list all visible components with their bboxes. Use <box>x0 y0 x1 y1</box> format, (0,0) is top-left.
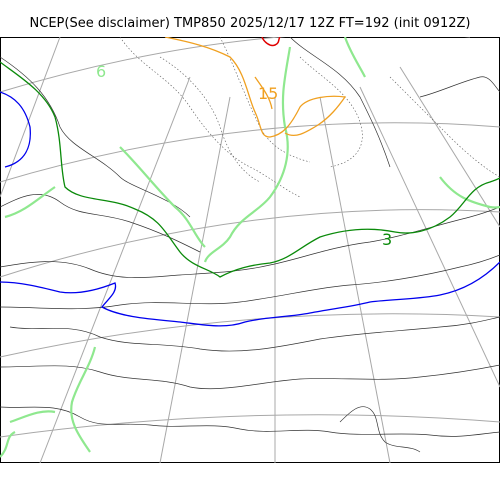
latitude-line <box>0 209 500 278</box>
isotherm-orange <box>254 76 273 110</box>
graticule <box>0 37 500 463</box>
map-border <box>0 37 500 463</box>
map-canvas: 3 15 6 <box>0 37 500 463</box>
contour-label: 15 <box>258 84 278 103</box>
coastline <box>0 406 500 437</box>
isotherm-lightgreen <box>203 46 292 263</box>
isotherm-lightgreen <box>439 176 500 209</box>
isotherm-red <box>261 37 281 47</box>
isotherm-lightgreen <box>70 346 97 453</box>
isotherm-lightgreen <box>343 37 366 78</box>
dotted-contour <box>119 37 301 198</box>
map-frame: 3 15 6 <box>0 37 500 463</box>
dotted-contour <box>299 56 363 168</box>
isotherm-lightgreen <box>9 410 56 424</box>
isotherm-orange <box>164 37 347 138</box>
coastline <box>419 76 500 98</box>
coastline <box>339 406 421 453</box>
longitude-line <box>359 86 500 388</box>
latitude-line <box>0 122 500 183</box>
dotted-contour <box>159 56 261 183</box>
coastline <box>0 206 500 278</box>
isotherm-blue-group <box>0 91 500 327</box>
coastline <box>9 316 500 352</box>
isotherm-lightgreen <box>0 431 16 458</box>
isotherm-blue <box>0 261 500 327</box>
isotherm-orange-group <box>164 37 347 138</box>
contour-label: 6 <box>96 62 106 81</box>
isotherm-lightgreen <box>4 186 56 219</box>
isotherm-blue <box>0 91 31 168</box>
coastline <box>289 37 391 168</box>
longitude-line <box>159 96 231 463</box>
coastline <box>0 56 191 218</box>
map-title: NCEP(See disclaimer) TMP850 2025/12/17 1… <box>29 16 471 31</box>
isotherm-green-group <box>0 61 500 278</box>
longitude-line <box>39 76 191 463</box>
contour-label: 3 <box>382 230 392 249</box>
latitude-line <box>0 414 500 438</box>
longitude-line <box>0 37 61 198</box>
isotherm-red-group <box>261 37 281 47</box>
isotherm-lightgreen-group <box>0 37 500 458</box>
longitude-line <box>319 96 391 463</box>
latitude-line <box>0 313 500 358</box>
dotted-contour <box>389 76 500 178</box>
isotherm-green <box>0 61 500 278</box>
longitude-line <box>399 66 500 228</box>
latitude-line <box>0 37 470 93</box>
isotherm-lightgreen <box>119 146 206 248</box>
